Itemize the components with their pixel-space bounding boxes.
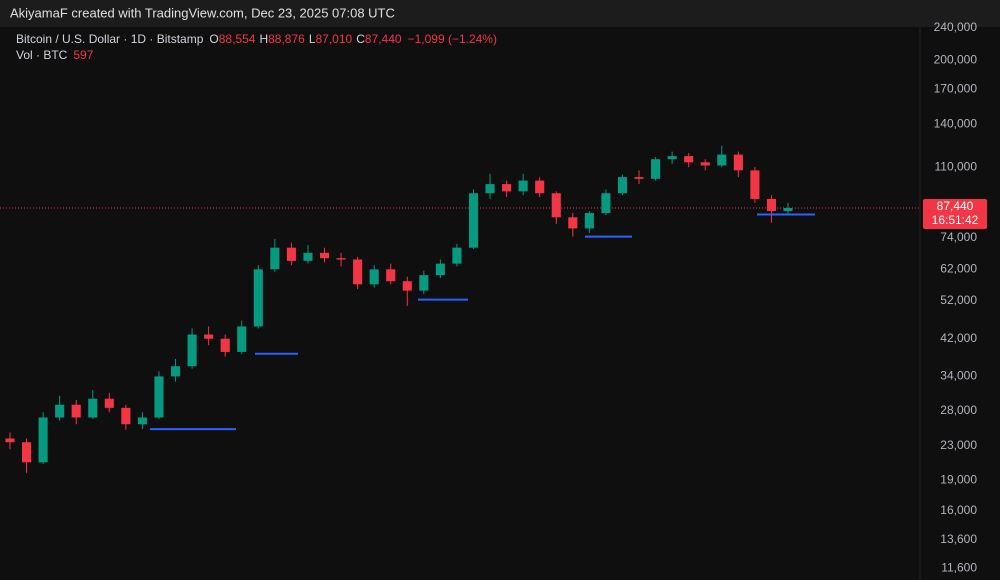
candle-body	[88, 398, 98, 418]
candle-body	[286, 247, 296, 261]
y-tick-label: 16,000	[940, 503, 977, 517]
candle-body	[634, 177, 644, 179]
price-badge-countdown: 16:51:42	[932, 213, 979, 227]
y-tick-label: 23,000	[940, 438, 977, 452]
candle-body	[270, 247, 280, 270]
candle-body	[733, 154, 743, 171]
candle-body	[783, 208, 793, 211]
candle-body	[5, 438, 15, 443]
candle-body	[518, 180, 528, 192]
y-tick-label: 200,000	[934, 53, 978, 67]
candle-body	[170, 366, 181, 377]
candle-body	[154, 376, 164, 418]
candle-body	[402, 281, 412, 291]
candle-body	[369, 269, 379, 285]
candle-body	[38, 417, 48, 463]
legend-line: Bitcoin / U.S. Dollar · 1D · Bitstamp O88…	[16, 32, 497, 46]
candle-body	[22, 442, 32, 463]
candle-body	[601, 193, 611, 214]
candle-body	[535, 180, 545, 194]
y-tick-label: 170,000	[934, 82, 978, 96]
change: −1,099 (−1.24%)	[408, 32, 497, 46]
volume-label: Vol · BTC	[16, 48, 68, 62]
candle-body	[237, 326, 247, 352]
y-tick-label: 42,000	[940, 331, 977, 345]
candle-body	[353, 259, 363, 285]
price-badge	[923, 199, 987, 230]
candle-body	[187, 334, 197, 367]
volume-value: 597	[73, 48, 93, 62]
candle-body	[717, 154, 727, 166]
ohlc-value: 88,554	[219, 32, 256, 46]
candle-body	[468, 193, 479, 248]
candle-body	[55, 404, 65, 418]
ohlc-value: 87,440	[365, 32, 402, 46]
candle-body	[584, 213, 594, 229]
candle-body	[485, 184, 495, 194]
candle-body	[700, 162, 710, 166]
y-tick-label: 110,000	[935, 159, 978, 173]
ohlc-key: O	[209, 32, 218, 46]
ohlc-key: L	[309, 32, 316, 46]
candle-body	[651, 159, 661, 179]
y-tick-label: 62,000	[940, 261, 977, 275]
ohlc-key: H	[259, 32, 268, 46]
candle-body	[750, 170, 760, 199]
y-tick-label: 19,000	[940, 472, 977, 486]
header-bar	[0, 0, 1000, 27]
candle-body	[502, 184, 512, 192]
candle-body	[766, 198, 776, 211]
candle-body	[303, 252, 313, 261]
candle-body	[121, 407, 131, 425]
y-tick-label: 28,000	[940, 403, 977, 417]
y-tick-label: 74,000	[940, 230, 977, 244]
candle-body	[435, 263, 445, 276]
price-badge-value: 87,440	[937, 199, 974, 213]
ohlc-key: C	[356, 32, 365, 46]
candle-body	[667, 156, 677, 160]
candle-body	[71, 404, 81, 418]
candle-body	[336, 258, 346, 260]
candle-body	[684, 156, 694, 163]
header-text: AkiyamaF created with TradingView.com, D…	[10, 5, 395, 20]
candle-body	[104, 398, 114, 408]
candle-body	[551, 193, 561, 218]
candle-body	[137, 417, 147, 425]
candle-body	[386, 269, 396, 282]
candle-body	[220, 338, 230, 352]
y-tick-label: 11,600	[941, 560, 977, 574]
ohlc-value: 87,010	[316, 32, 353, 46]
candle-body	[568, 217, 578, 229]
legend: Bitcoin / U.S. Dollar · 1D · Bitstamp O88…	[16, 32, 497, 62]
y-tick-label: 140,000	[934, 116, 978, 130]
candle-body	[452, 247, 462, 264]
candle-body	[204, 334, 214, 339]
volume-line: Vol · BTC 597	[16, 48, 94, 62]
candle-body	[419, 275, 429, 291]
ohlc-value: 88,876	[268, 32, 305, 46]
candle-body	[319, 252, 330, 259]
y-tick-label: 52,000	[940, 293, 977, 307]
symbol: Bitcoin / U.S. Dollar · 1D · Bitstamp	[16, 32, 204, 46]
y-tick-label: 34,000	[940, 369, 977, 383]
candle-body	[253, 269, 263, 327]
y-tick-label: 13,600	[940, 532, 977, 546]
candle-body	[617, 177, 628, 194]
y-tick-label: 240,000	[934, 20, 978, 34]
